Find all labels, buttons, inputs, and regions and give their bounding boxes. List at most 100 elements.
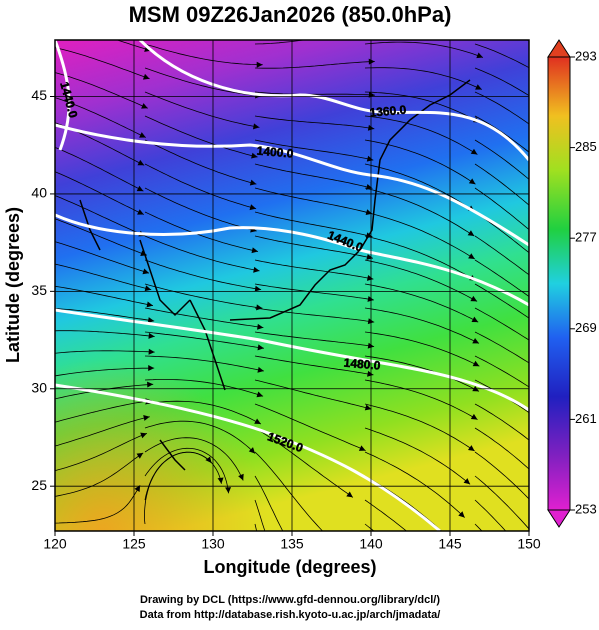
streamline (35, 548, 137, 601)
streamline (55, 433, 148, 472)
contour-line (138, 40, 529, 161)
streamline (364, 379, 478, 420)
streamline-arrow (364, 404, 372, 411)
streamline (144, 400, 262, 425)
x-axis-label: Longitude (degrees) (203, 557, 376, 577)
contour-line (55, 383, 441, 531)
colorbar-tick-label: 253 (575, 501, 597, 516)
streamline (474, 475, 529, 530)
streamline-arrow (571, 123, 579, 131)
streamline-arrow (144, 285, 152, 292)
streamline (474, 163, 529, 206)
colorbar-tick-label: 285 (575, 139, 597, 154)
streamline (364, 67, 482, 90)
streamline-arrow (238, 473, 244, 481)
streamline (474, 499, 507, 531)
x-tick-label: 130 (201, 536, 225, 552)
streamline (55, 485, 141, 524)
x-tick-label: 140 (359, 536, 383, 552)
streamline-arrow (470, 413, 478, 420)
x-tick-label: 125 (122, 536, 146, 552)
streamline (474, 451, 529, 500)
coastline (79, 79, 471, 471)
streamline (254, 355, 374, 376)
streamline (364, 187, 475, 237)
streamline (144, 67, 262, 97)
streamline (474, 115, 529, 153)
streamline-arrow (131, 595, 139, 603)
streamline-arrow (252, 123, 260, 130)
streamline (364, 355, 480, 392)
streamline-arrow (139, 132, 146, 138)
streamline (144, 307, 264, 328)
streamline-arrow (556, 528, 564, 536)
streamline (254, 187, 373, 215)
contour-label: 1400.0 (256, 144, 294, 161)
contour-line (55, 40, 71, 151)
y-tick-label: 45 (31, 87, 47, 103)
streamline-arrow (148, 348, 155, 355)
streamline (55, 171, 144, 215)
streamline-arrow (467, 445, 475, 451)
streamline-arrow (257, 344, 264, 351)
streamline (144, 115, 258, 158)
streamline-arrow (569, 343, 577, 351)
streamline (474, 427, 529, 470)
x-tick-label: 120 (43, 536, 67, 552)
y-tick-label: 35 (31, 282, 47, 298)
streamline-arrow (136, 452, 144, 459)
streamline (474, 187, 529, 231)
streamline-arrow (366, 155, 374, 162)
credit: Drawing by DCL (https://www.gfd-dennou.o… (140, 594, 440, 606)
streamline-arrow (253, 266, 260, 273)
streamline (144, 283, 263, 309)
streamline-arrow (346, 491, 353, 498)
streamline (254, 331, 375, 347)
streamline-arrow (468, 253, 475, 259)
streamline-arrow (475, 84, 482, 90)
streamline (55, 146, 144, 192)
streamline-arrow (575, 93, 583, 101)
streamline-arrow (136, 185, 144, 192)
streamline (55, 285, 154, 306)
streamline (364, 259, 478, 302)
streamline-arrow (248, 447, 256, 454)
plot-frame (54, 39, 530, 532)
streamline-arrow (225, 487, 232, 494)
streamline (144, 235, 260, 272)
streamline (254, 235, 373, 259)
streamline-arrow (146, 301, 153, 308)
streamline-arrow (470, 295, 478, 302)
streamline (254, 40, 307, 45)
streamline-arrow (366, 274, 374, 281)
streamline (254, 283, 374, 301)
streamline-arrow (467, 230, 475, 236)
streamline (364, 307, 480, 344)
streamline-arrow (472, 360, 480, 367)
streamline-arrow (254, 418, 261, 424)
streamline-arrow (141, 103, 148, 109)
streamline (254, 163, 373, 189)
contour-label: 1360.0 (369, 103, 407, 120)
colorbar-tick-label: 293 (575, 48, 597, 63)
streamline (143, 451, 212, 525)
streamline-arrow (476, 52, 483, 59)
streamline (144, 420, 256, 454)
streamline (364, 211, 476, 260)
streamline-arrow (251, 247, 258, 254)
streamline-arrow (249, 179, 257, 186)
streamline-arrow (463, 478, 471, 485)
streamline-arrow (368, 58, 375, 65)
y-tick-label: 30 (31, 379, 47, 395)
streamline-arrow (254, 285, 262, 292)
streamline (254, 91, 375, 96)
streamline (474, 235, 529, 276)
streamline (144, 379, 264, 397)
contour-line (55, 123, 529, 247)
streamline (55, 452, 144, 497)
streamline (475, 548, 555, 625)
streamline (474, 283, 529, 319)
streamline (144, 163, 257, 210)
streamline-arrow (327, 536, 335, 544)
streamline (364, 139, 476, 185)
